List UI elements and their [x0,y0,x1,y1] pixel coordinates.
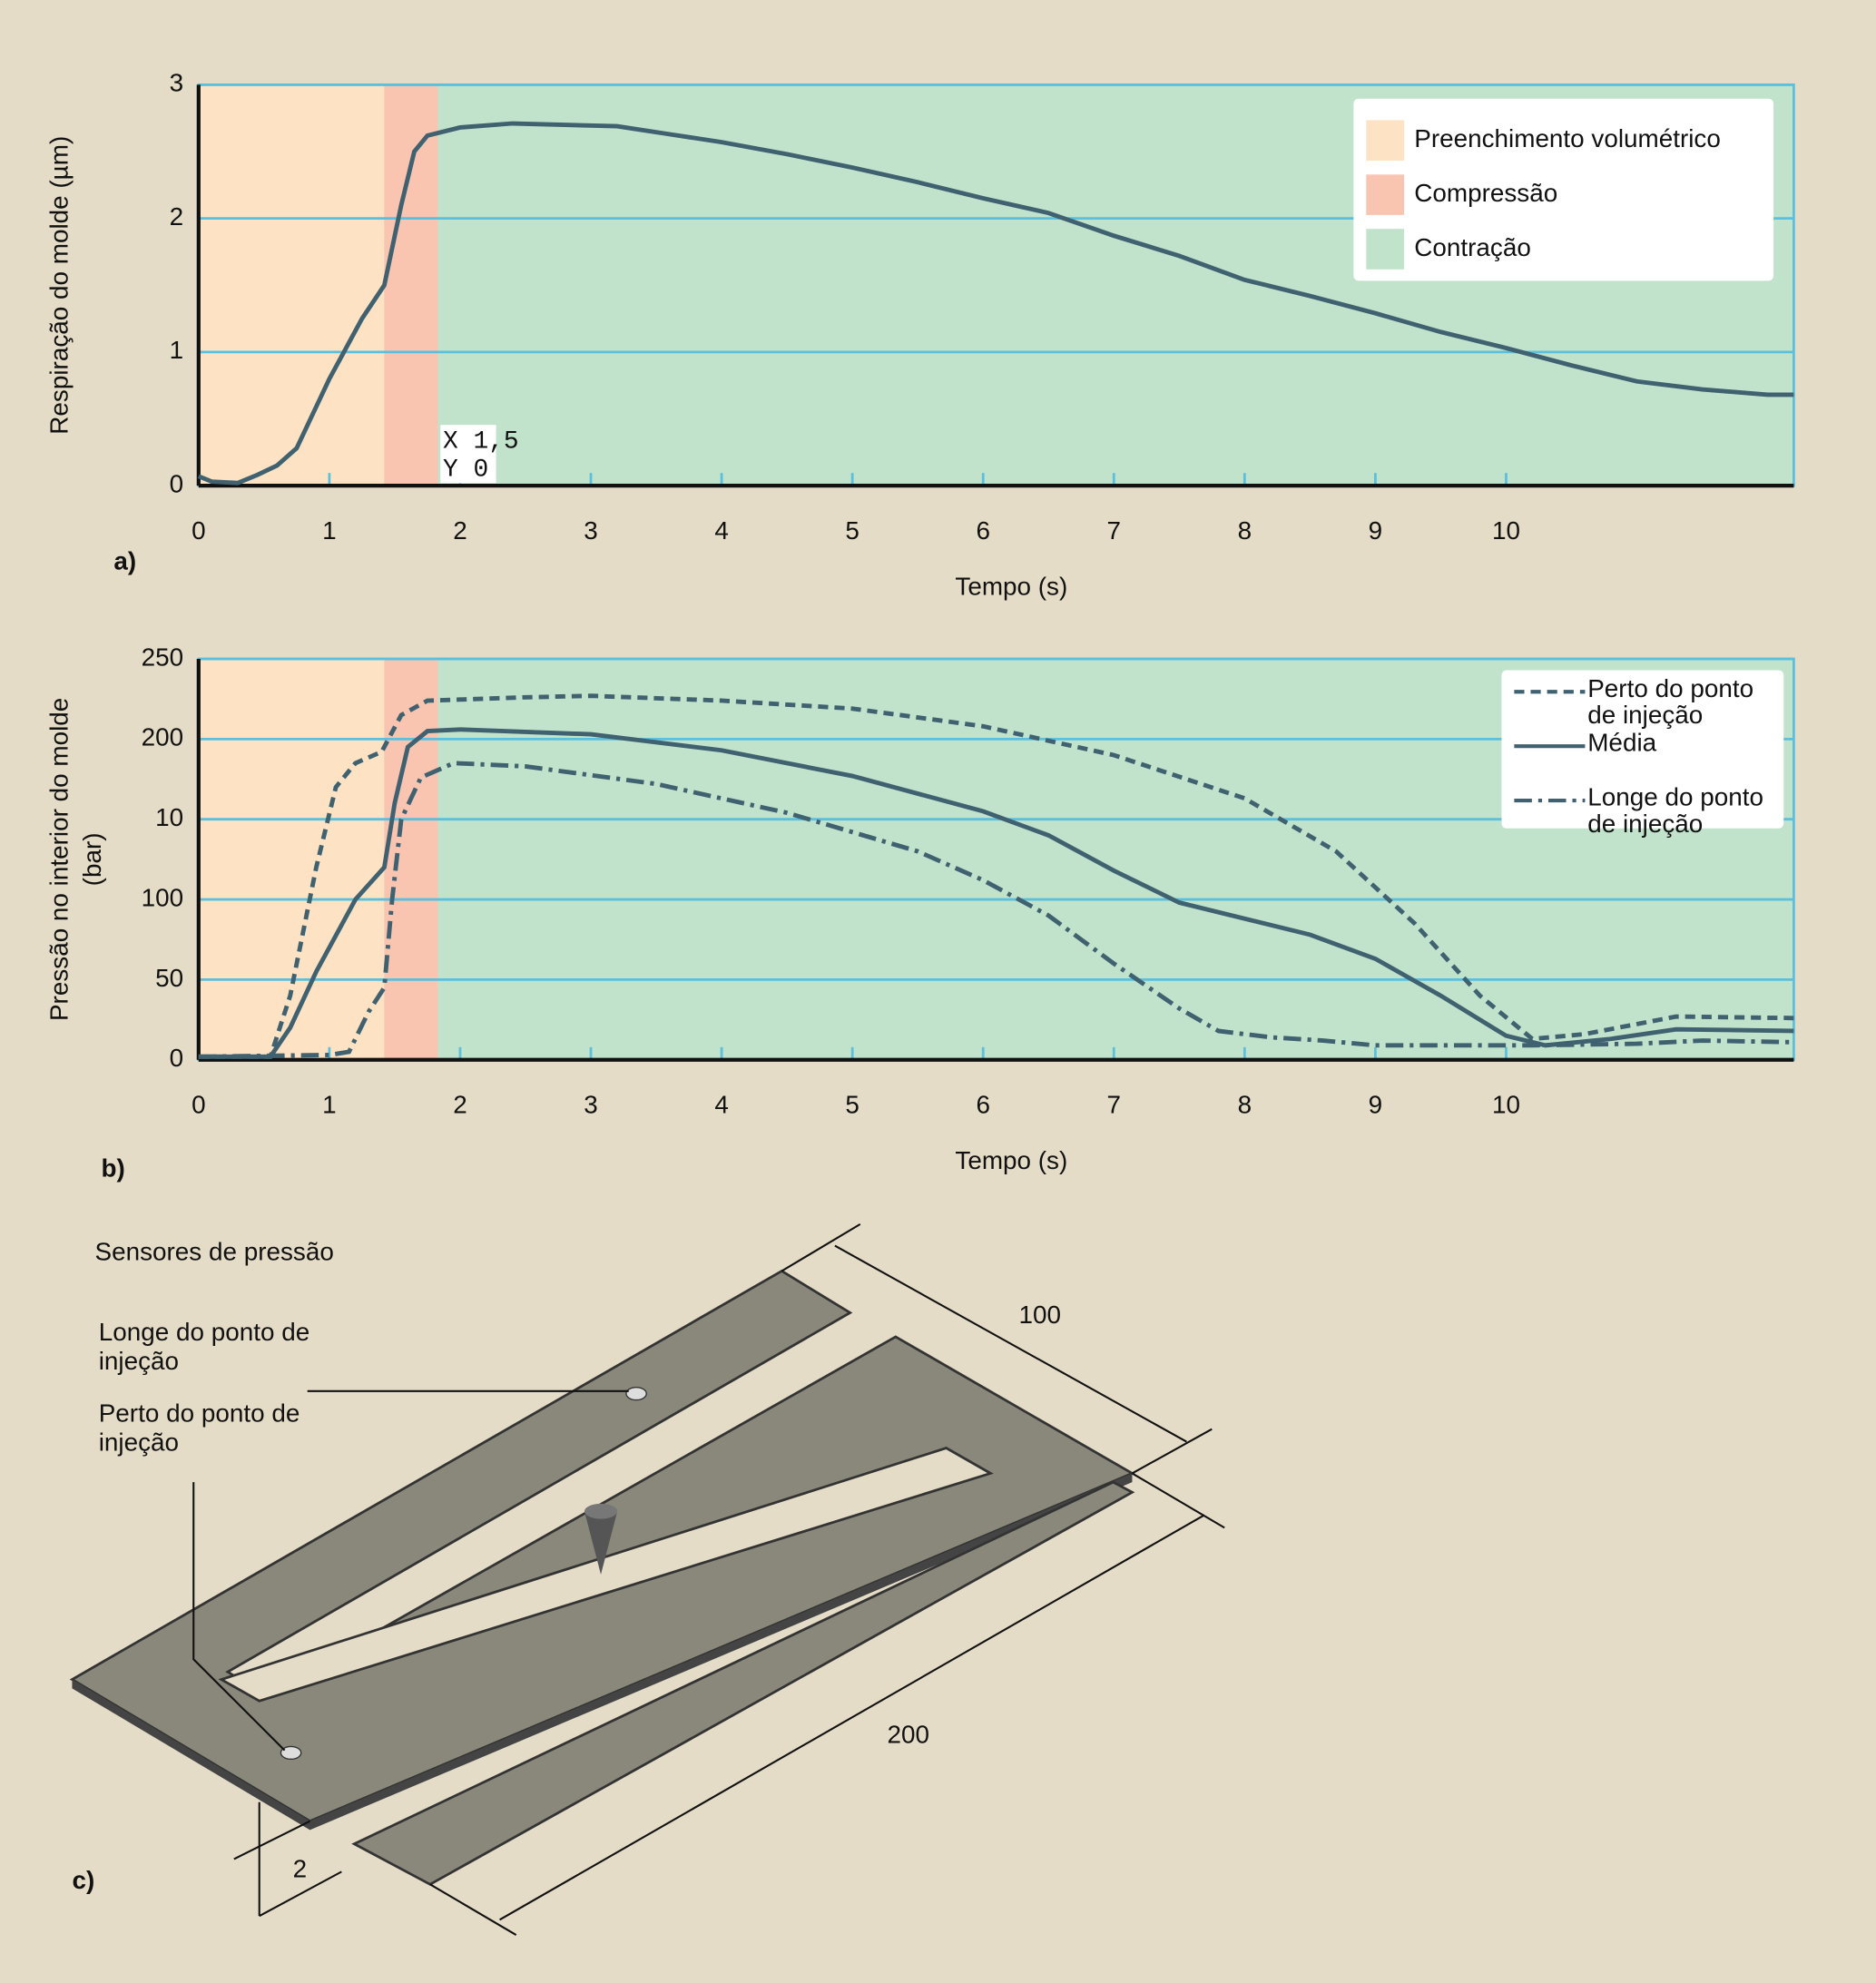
chart: 0 50 100 10 200 250 0 1 2 3 4 5 6 7 8 9 10 Perto do ponto… [45,643,1795,1182]
y-axis-label-box: Pressão no interior do molde (bar) [45,697,107,1022]
dimension-label: 100 [1018,1301,1060,1329]
legend-label: Média [1587,731,1657,758]
legend-label: Perto do ponto de injeção [1587,676,1754,731]
data-line [198,761,1794,1059]
sensor-near [280,1745,302,1761]
gate-cone [584,1511,618,1575]
y-tick-label: 10 [155,803,183,831]
legend-label: Preenchimento volumétrico [1414,124,1721,152]
legend-label: Longe do ponto de injeção [1587,785,1763,839]
x-tick-label: 2 [453,1091,467,1119]
slot [218,1447,994,1703]
x-tick-label: 6 [976,516,990,545]
x-tick-label: 2 [453,516,467,545]
x-tick-label: 4 [714,516,729,545]
x-tick-label: 7 [1107,1091,1122,1119]
phase-band [198,84,385,486]
sensor-far [625,1386,647,1401]
legend-box [1353,98,1774,281]
y-tick-label: 0 [170,469,184,497]
legend-label-box: Perto do ponto de injeção [1587,676,1754,731]
dimension-label: 2 [293,1854,308,1882]
legend-label: Contração [1414,233,1531,261]
data-line [198,693,1794,1059]
sensor-far-label: Longe do ponto de injeção [98,1319,310,1377]
plate-strip [351,1480,1135,1886]
legend-box [1501,670,1784,829]
sensor-near-label: Perto do ponto de injeção [98,1399,300,1458]
x-tick-label: 6 [976,1091,990,1119]
dimension-line [1131,1428,1213,1475]
legend-label: Compressão [1414,179,1557,207]
x-tick-label: 1 [322,1091,337,1119]
data-line [197,121,1794,486]
y-tick-label: 3 [170,69,184,97]
x-tick-label: 1 [322,516,337,545]
legend-label-box: Longe do ponto de injeção [1587,785,1763,839]
x-tick-label: 9 [1369,1091,1383,1119]
diagram-title: Sensores de pressão [95,1237,334,1265]
panel-label: b) [102,1153,125,1182]
annotation: Y 0 [443,456,488,484]
x-axis-label: Tempo (s) [955,1146,1067,1174]
x-tick-label: 0 [192,1091,206,1119]
y-tick-label: 250 [142,643,183,671]
x-tick-label: 8 [1238,1091,1252,1119]
x-tick-label: 5 [845,1091,859,1119]
x-tick-label: 10 [1492,1091,1520,1119]
dimension-line [429,1883,517,1936]
dimension-line [499,1514,1205,1921]
y-tick-label: 0 [170,1044,184,1072]
y-tick-label: 100 [142,883,183,911]
dimension-label: 200 [888,1721,929,1749]
dimension-line [233,1820,310,1860]
plate-diagram: c) Sensores de pressão Longe do ponto de… [69,1223,1225,1936]
x-axis-label: Tempo (s) [955,572,1067,600]
y-tick-label: 2 [170,202,184,231]
y-tick-label: 50 [155,964,183,992]
panel-label: a) [113,546,136,574]
annotation: X 1,5 [443,428,519,456]
y-tick-label: 1 [170,336,184,364]
y-axis-label: Pressão no interior do molde (bar) [45,697,107,1022]
x-tick-label: 3 [584,1091,598,1119]
dimension-line [1131,1472,1225,1529]
gate-top [584,1503,618,1519]
chart: 0 1 2 3 0 1 2 3 4 5 6 7 8 9 10 X 1,5Y 0 Preenchimento vo… [45,69,1795,600]
x-tick-label: 10 [1492,516,1520,545]
x-tick-label: 7 [1107,516,1122,545]
dimension-line [781,1223,861,1272]
legend-swatch [1366,229,1405,270]
legend-swatch [1366,120,1405,161]
data-line [198,727,1794,1059]
phase-band [384,659,438,1060]
y-axis-label-box: Respiração do molde (µm) [45,135,74,435]
x-tick-label: 0 [192,516,206,545]
panel-label: c) [72,1866,94,1894]
x-tick-label: 4 [714,1091,729,1119]
dimension-line [259,1870,342,1918]
annotation-box [440,425,496,484]
label-box: Perto do ponto de injeção [98,1399,300,1458]
y-axis-label: Respiração do molde (µm) [45,135,74,435]
leader-line [192,1482,286,1752]
dimension-line [834,1244,1187,1443]
x-tick-label: 5 [845,516,859,545]
x-tick-label: 8 [1238,516,1252,545]
legend-label-box: Média [1587,731,1657,758]
y-tick-label: 200 [142,723,183,751]
legend-swatch [1366,174,1405,215]
phase-band [384,84,438,486]
phase-band [198,659,385,1060]
x-tick-label: 3 [584,516,598,545]
label-box: Longe do ponto de injeção [98,1319,310,1377]
x-tick-label: 9 [1369,516,1383,545]
